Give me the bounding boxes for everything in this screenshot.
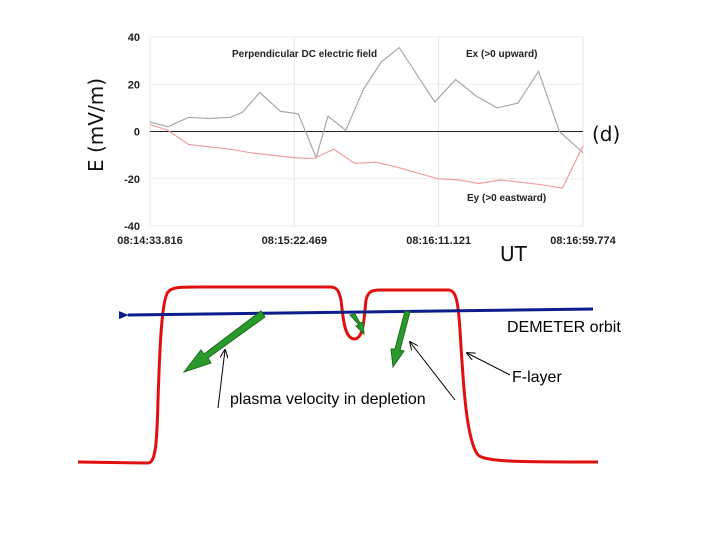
y-tick-label: 40: [128, 32, 140, 44]
series-line-ey: [149, 123, 584, 189]
f-layer-pointer: [467, 353, 511, 376]
velocity-label: plasma velocity in depletion: [230, 391, 426, 408]
x-tick-labels: 08:14:33.816 08:15:22.469 08:16:11.121 08:1…: [117, 235, 616, 247]
orbit-label: DEMETER orbit: [507, 319, 621, 336]
legend-ex: Ex (>0 upward): [466, 49, 537, 60]
y-tick-label: -40: [124, 221, 140, 233]
f-layer-label: F-layer: [512, 369, 562, 386]
series-line-ex: [149, 46, 584, 160]
velocity-arrow-left: [182, 310, 266, 373]
y-tick-labels: 40 20 0 -20 -40: [124, 32, 140, 233]
f-layer-profile: [77, 285, 599, 465]
velocity-pointer-right: [410, 342, 456, 401]
velocity-pointer-left: [217, 350, 225, 409]
y-tick-label: 0: [134, 127, 140, 139]
x-tick-label: 08:15:22.469: [262, 235, 327, 247]
y-tick-label: 20: [128, 79, 140, 91]
legend-ey: Ey (>0 eastward): [467, 193, 546, 204]
x-tick-label: 08:16:11.121: [406, 235, 471, 247]
pointer-lines: [217, 342, 511, 409]
demeter-orbit-arrow: [118, 307, 594, 320]
velocity-arrow-right: [390, 310, 411, 369]
plasma-velocity-arrows: [182, 310, 411, 373]
y-axis-label: E (mV/m): [84, 78, 108, 172]
x-tick-label: 08:14:33.816: [117, 235, 182, 247]
x-tick-label: 08:16:59.774: [550, 235, 616, 247]
velocity-arrow-center: [349, 313, 365, 336]
x-axis-label: UT: [500, 242, 528, 266]
y-tick-label: -20: [124, 174, 140, 186]
chart-title: Perpendicular DC electric field: [232, 49, 377, 60]
schematic: DEMETER orbit F-layer plasma velocity in…: [77, 285, 621, 465]
panel-label: (d): [592, 122, 620, 146]
series-layer: [149, 46, 584, 189]
